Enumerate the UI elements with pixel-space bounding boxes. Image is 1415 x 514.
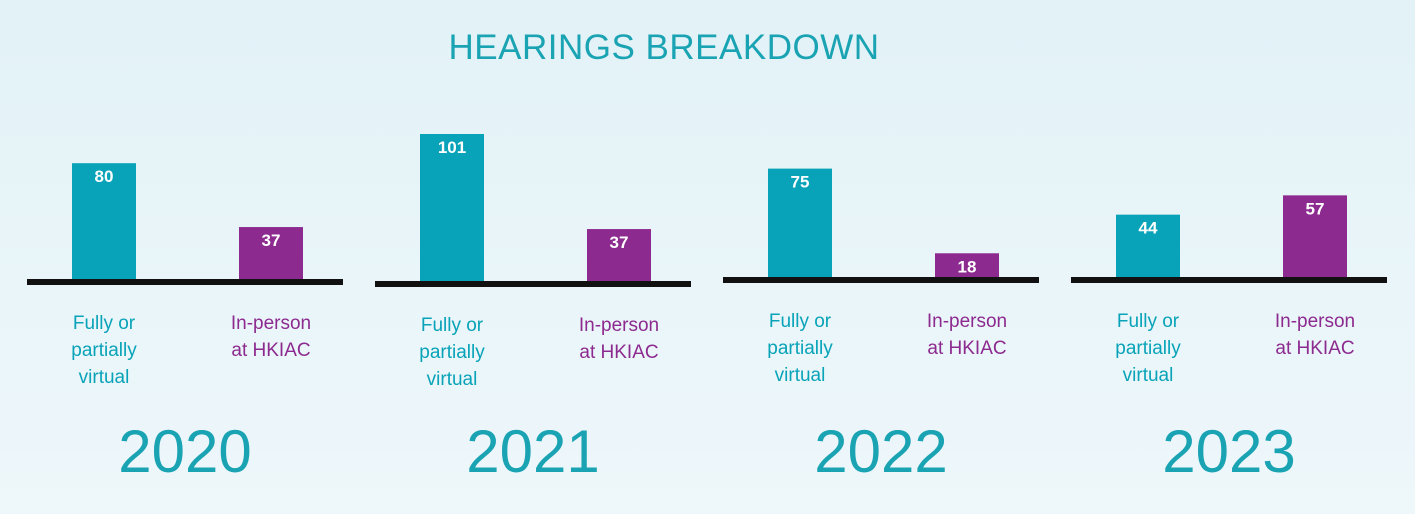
- bar-2020-in-person: [239, 227, 303, 282]
- bar-2022-virtual: [768, 168, 832, 280]
- bar-2023-virtual: [1116, 214, 1180, 280]
- baseline: [1071, 277, 1387, 283]
- value-label: 80: [95, 167, 114, 186]
- category-label: Fully or partially virtual: [71, 313, 137, 388]
- year-label: 2023: [1162, 418, 1295, 485]
- value-label: 101: [438, 138, 466, 157]
- category-label: Fully or partially virtual: [767, 311, 833, 386]
- bar-2023-in-person: [1283, 195, 1347, 280]
- category-label: In-person at HKIAC: [1275, 311, 1355, 359]
- value-label: 18: [958, 257, 977, 276]
- bar-2022-in-person: [935, 253, 999, 280]
- year-label: 2020: [118, 418, 251, 485]
- chart-title: HEARINGS BREAKDOWN: [448, 28, 880, 67]
- baseline: [723, 277, 1039, 283]
- category-label: Fully or partially virtual: [419, 315, 485, 390]
- value-label: 44: [1139, 219, 1158, 238]
- year-label: 2022: [814, 418, 947, 485]
- baseline: [27, 279, 343, 285]
- year-label: 2021: [466, 418, 599, 485]
- category-label: In-person at HKIAC: [231, 313, 311, 361]
- value-label: 37: [610, 233, 629, 252]
- category-label: Fully or partially virtual: [1115, 311, 1181, 386]
- value-label: 75: [791, 173, 810, 192]
- category-label: In-person at HKIAC: [927, 311, 1007, 359]
- bar-2020-virtual: [72, 163, 136, 282]
- category-label: In-person at HKIAC: [579, 315, 659, 363]
- baseline: [375, 281, 691, 287]
- value-label: 57: [1306, 199, 1325, 218]
- bar-2021-virtual: [420, 134, 484, 284]
- bar-2021-in-person: [587, 229, 651, 284]
- value-label: 37: [262, 231, 281, 250]
